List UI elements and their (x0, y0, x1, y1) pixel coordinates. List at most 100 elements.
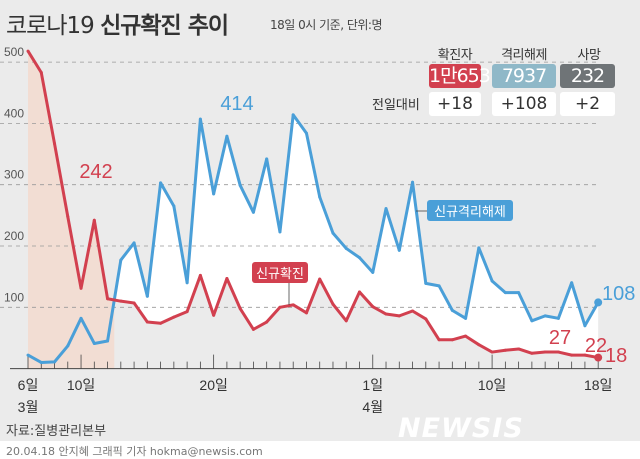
subtitle: 18일 0시 기준, 단위:명 (270, 18, 383, 32)
newsis-logo: NEWSIS (398, 413, 524, 444)
data-point-released (517, 291, 521, 295)
y-tick-label: 200 (4, 229, 24, 243)
total-deaths: 232 (560, 64, 615, 88)
data-point-released (66, 344, 70, 348)
data-point-confirmed (384, 312, 388, 316)
data-point-released (172, 204, 176, 208)
released-badge (427, 200, 513, 221)
data-point-confirmed (517, 347, 521, 351)
data-point-confirmed (344, 319, 348, 323)
y-tick-label: 400 (4, 106, 24, 120)
data-point-confirmed (411, 309, 415, 313)
data-point-confirmed (371, 305, 375, 309)
data-label: 108 (602, 283, 635, 305)
data-point-released (26, 353, 30, 357)
data-point-confirmed (530, 351, 534, 355)
data-point-released (543, 314, 547, 318)
data-point-confirmed (331, 302, 335, 306)
data-point-released (79, 316, 83, 320)
data-point-released (278, 230, 282, 234)
data-point-confirmed (490, 350, 494, 354)
data-point-released (119, 258, 123, 262)
data-point-released (503, 291, 507, 295)
data-point-confirmed (424, 317, 428, 321)
data-label: 27 (549, 327, 571, 349)
data-point-released (291, 113, 295, 117)
x-tick-label: 18일 (584, 377, 612, 393)
confirmed-badge (252, 262, 308, 283)
data-point-released (411, 180, 415, 184)
credit: 20.04.18 안지혜 그래픽 기자 hokma@newsis.com (6, 445, 263, 458)
data-point-released (450, 308, 454, 312)
data-point-confirmed (132, 301, 136, 305)
data-point-released (594, 298, 603, 307)
change-label: 전일대비 (372, 98, 420, 113)
header-released: 격리해제 (501, 48, 547, 63)
data-label: 414 (220, 93, 253, 115)
data-point-confirmed (265, 320, 269, 324)
data-point-confirmed (225, 276, 229, 280)
data-point-confirmed (26, 49, 30, 53)
data-point-released (583, 324, 587, 328)
data-point-confirmed (172, 315, 176, 319)
data-point-released (477, 246, 481, 250)
x-tick-label: 20일 (199, 377, 227, 393)
total-confirmed: 1만653 (429, 64, 491, 88)
released-series-label: 신규격리해제 (434, 205, 506, 220)
data-point-released (251, 210, 255, 214)
confirmed-series-label: 신규확진 (256, 267, 304, 282)
data-point-confirmed (278, 305, 282, 309)
data-point-released (331, 231, 335, 235)
data-point-released (212, 192, 216, 196)
header-deaths: 사망 (577, 48, 601, 63)
data-point-released (424, 281, 428, 285)
series-line-confirmed (26, 50, 599, 360)
data-point-released (39, 360, 43, 364)
data-point-released (384, 207, 388, 211)
data-point-confirmed (238, 307, 242, 311)
data-point-confirmed (503, 348, 507, 352)
change-released: +108 (492, 92, 556, 116)
data-label: 18 (605, 345, 627, 367)
source: 자료:질병관리본부 (6, 424, 107, 439)
data-point-released (318, 195, 322, 199)
data-point-confirmed (159, 321, 163, 325)
change-deaths: +2 (560, 92, 615, 116)
data-point-confirmed (594, 353, 603, 362)
data-point-confirmed (397, 314, 401, 318)
data-point-released (132, 241, 136, 245)
data-point-confirmed (583, 353, 587, 357)
data-point-released (490, 279, 494, 283)
data-point-confirmed (291, 303, 295, 307)
y-tick-label: 100 (4, 290, 24, 304)
title-bold: 신규확진 추이 (100, 13, 229, 39)
change-confirmed: +18 (429, 92, 481, 116)
data-label: 22 (585, 335, 607, 357)
data-point-confirmed (464, 334, 468, 338)
data-point-released (225, 134, 229, 138)
data-point-confirmed (119, 299, 123, 303)
data-point-released (265, 157, 269, 161)
data-point-released (185, 281, 189, 285)
data-point-released (304, 131, 308, 135)
data-point-released (437, 284, 441, 288)
data-point-released (358, 256, 361, 260)
data-point-confirmed (570, 353, 574, 357)
data-point-released (92, 341, 96, 345)
data-point-confirmed (212, 313, 216, 317)
y-tick-label: 300 (4, 168, 24, 182)
data-point-released (159, 181, 163, 185)
data-point-confirmed (145, 320, 149, 324)
data-point-released (570, 281, 574, 285)
data-point-released (371, 270, 375, 274)
data-point-confirmed (198, 273, 202, 277)
x-tick-label: 1일 (362, 377, 383, 393)
data-point-confirmed (39, 71, 43, 75)
x-tick-label: 6일 (18, 377, 39, 393)
data-point-confirmed (450, 338, 454, 342)
title-prefix: 코로나19 (6, 13, 95, 39)
between-area (28, 51, 599, 363)
data-label: 242 (79, 161, 112, 183)
data-point-confirmed (251, 327, 255, 331)
